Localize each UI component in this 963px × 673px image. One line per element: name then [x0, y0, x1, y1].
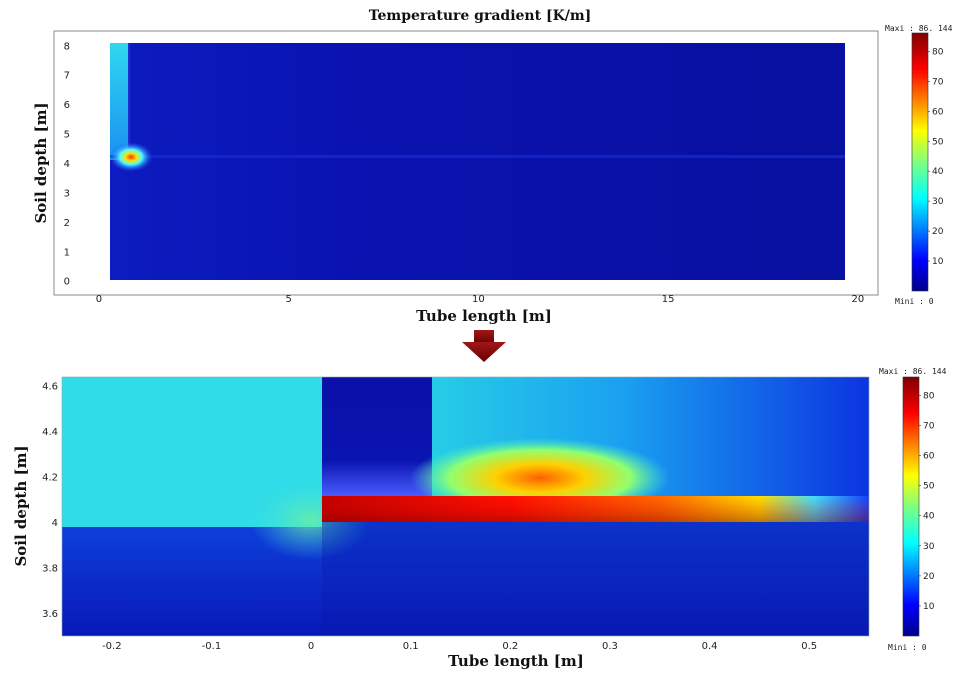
top-y-ticks: 0 1 2 3 4 5 6 7 8 [64, 41, 70, 287]
bottom-colorbar-ticks: 10 20 30 40 50 60 70 80 [919, 391, 935, 612]
top-y-tick-label: 8 [64, 41, 70, 52]
top-colorbar-tick-label: 70 [932, 77, 944, 87]
top-x-tick-label: 0 [96, 294, 102, 305]
top-y-tick-label: 5 [64, 130, 70, 141]
bottom-y-tick-label: 4.4 [42, 427, 58, 438]
bottom-colorbar-tick-label: 70 [923, 422, 935, 432]
bottom-y-ticks: 3.6 3.8 4 4.2 4.4 4.6 [42, 382, 58, 620]
bottom-x-tick-label: 0.5 [801, 641, 817, 652]
top-y-tick-label: 2 [64, 218, 70, 229]
bottom-colorbar-tick-label: 60 [923, 452, 935, 462]
top-y-tick-label: 4 [64, 159, 70, 170]
top-colorbar-tick-label: 40 [932, 167, 944, 177]
top-colorbar-ramp [911, 32, 929, 292]
bottom-y-tick-label: 4 [52, 518, 58, 529]
top-x-tick-label: 5 [285, 294, 291, 305]
bottom-chart: -0.2 -0.1 0 0.1 0.2 0.3 0.4 0.5 3.6 3.8 4 4.2 4.4 4.… [12, 367, 947, 670]
top-colorbar-ticks: 10 20 30 40 50 60 70 80 [928, 47, 944, 267]
bottom-colorbar: Maxi : 86. 144 10 20 30 40 50 60 70 80 Mini : 0 [879, 367, 947, 652]
top-y-tick-label: 1 [64, 247, 70, 258]
bottom-x-axis-label: Tube length [m] [448, 652, 584, 670]
bottom-y-tick-label: 4.2 [42, 472, 58, 483]
top-colorbar-max-label: Maxi : 86. 144 [885, 24, 953, 33]
bottom-y-tick-label: 3.8 [42, 563, 58, 574]
bottom-x-ticks: -0.2 -0.1 0 0.1 0.2 0.3 0.4 0.5 [102, 641, 817, 652]
top-x-axis-label: Tube length [m] [416, 307, 552, 325]
top-colorbar-tick-label: 60 [932, 107, 944, 117]
top-colorbar-min-label: Mini : 0 [895, 297, 934, 306]
bottom-colorbar-tick-label: 50 [923, 482, 935, 492]
top-y-tick-label: 3 [64, 188, 70, 199]
bottom-y-tick-label: 4.6 [42, 382, 58, 393]
bottom-x-tick-label: 0.4 [702, 641, 718, 652]
bottom-colorbar-tick-label: 20 [923, 572, 935, 582]
bottom-colorbar-tick-label: 30 [923, 542, 935, 552]
bottom-colorbar-tick-label: 80 [923, 391, 935, 401]
bottom-x-tick-label: -0.1 [202, 641, 222, 652]
top-colorbar-tick-label: 10 [932, 257, 944, 267]
bottom-colorbar-tick-label: 40 [923, 512, 935, 522]
bottom-x-tick-label: 0.3 [602, 641, 618, 652]
bottom-y-axis-label: Soil depth [m] [12, 445, 30, 566]
bottom-x-tick-label: -0.2 [102, 641, 122, 652]
top-colorbar-tick-label: 80 [932, 47, 944, 57]
top-colorbar-tick-label: 20 [932, 227, 944, 237]
bottom-colorbar-tick-label: 10 [923, 602, 935, 612]
top-x-ticks: 0 5 10 15 20 [96, 294, 864, 305]
top-colorbar-tick-label: 30 [932, 197, 944, 207]
bottom-colorbar-ramp [902, 376, 920, 637]
top-chart: Temperature gradient [K/m] 0 5 10 15 20 0 1 2 3… [32, 8, 953, 325]
top-heatmap-field [109, 43, 845, 280]
top-chart-title: Temperature gradient [K/m] [369, 8, 592, 24]
top-x-tick-label: 15 [662, 294, 675, 305]
bottom-colorbar-min-label: Mini : 0 [888, 643, 927, 652]
bottom-heatmap-field [61, 376, 870, 637]
top-x-tick-label: 10 [472, 294, 485, 305]
top-colorbar: Maxi : 86. 144 10 20 30 40 50 60 70 80 Mini : 0 [885, 24, 953, 306]
top-x-tick-label: 20 [851, 294, 864, 305]
zoom-arrow-icon [462, 330, 506, 362]
top-y-tick-label: 6 [64, 100, 70, 111]
bottom-x-tick-label: 0.1 [403, 641, 419, 652]
top-colorbar-tick-label: 50 [932, 137, 944, 147]
bottom-colorbar-max-label: Maxi : 86. 144 [879, 367, 947, 376]
bottom-y-tick-label: 3.6 [42, 609, 58, 620]
bottom-plot-frame [61, 376, 870, 637]
top-y-axis-label: Soil depth [m] [32, 102, 50, 223]
top-y-tick-label: 0 [64, 277, 70, 288]
bottom-x-tick-label: 0.2 [502, 641, 518, 652]
top-y-tick-label: 7 [64, 71, 70, 82]
top-hotspot [109, 142, 153, 172]
bottom-x-tick-label: 0 [308, 641, 314, 652]
